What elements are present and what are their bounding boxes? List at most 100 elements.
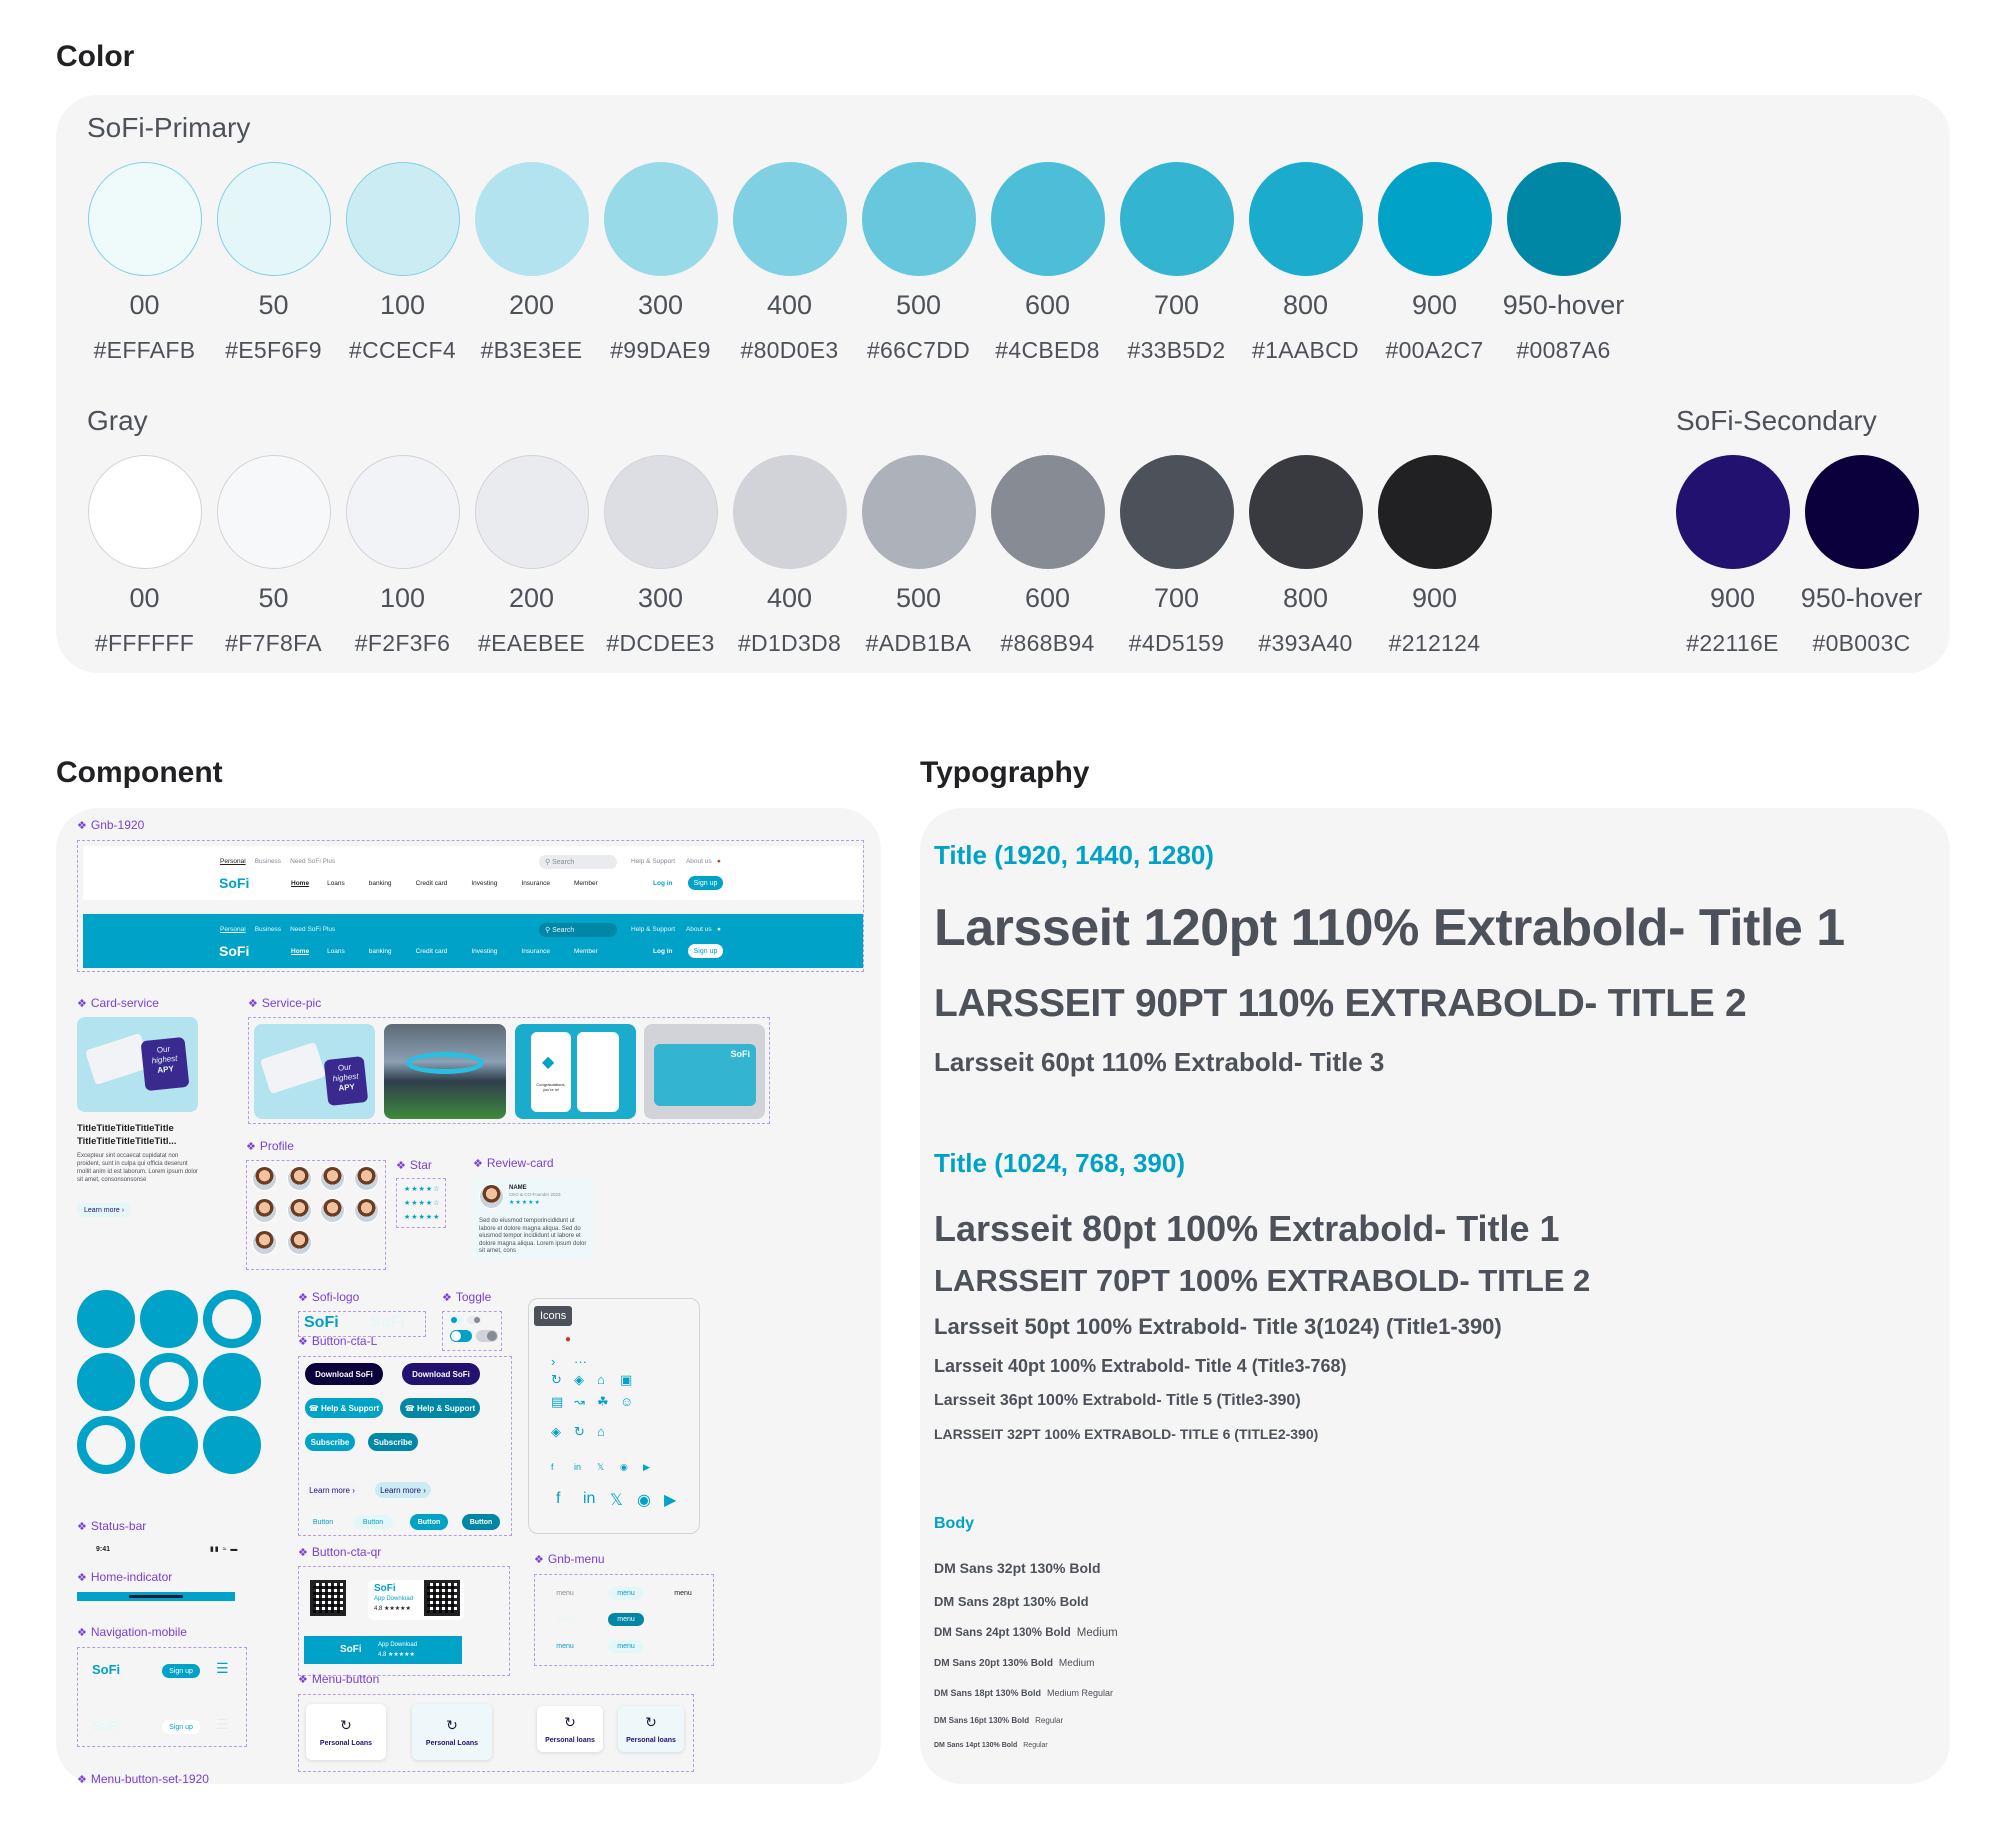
toggle-on[interactable] [450, 1330, 472, 1342]
solid-button-hover[interactable]: Button [462, 1514, 500, 1530]
gnb-about-link[interactable]: About us [685, 858, 712, 865]
gnb-nav-item[interactable]: Member [573, 880, 598, 887]
menu-button-card[interactable]: ↻ Personal Loans [412, 1704, 492, 1760]
chevron-icon[interactable]: › [551, 1354, 556, 1369]
gnb-menu-item[interactable]: menu [608, 1587, 644, 1600]
gnb-nav-item[interactable]: banking [368, 880, 392, 887]
nav-mobile-logo-light[interactable]: SoFi [92, 1718, 121, 1733]
wallet-icon[interactable]: ▣ [620, 1372, 633, 1387]
x-icon[interactable]: 𝕏 [597, 1462, 605, 1472]
nav-mobile-signup-button-light[interactable]: Sign up [162, 1720, 200, 1734]
nav-mobile-signup-button[interactable]: Sign up [162, 1664, 200, 1678]
gnb-tab-business[interactable]: Business [254, 926, 282, 933]
menu-button-card[interactable]: ↻ Personal loans [618, 1706, 684, 1752]
gnb-tab-plus[interactable]: Need SoFi Plus [290, 858, 336, 865]
gnb-login[interactable]: Log in [653, 948, 673, 955]
toggle-small-on[interactable] [450, 1316, 464, 1324]
gnb-nav-item[interactable]: Insurance [521, 948, 550, 955]
gnb-about-link[interactable]: About us [685, 926, 712, 933]
gnb-nav-item[interactable]: Credit card [415, 880, 448, 887]
gnb-menu-item[interactable]: menu [608, 1640, 644, 1653]
gnb-tab-personal[interactable]: Personal [220, 926, 246, 933]
gnb-nav-item[interactable]: Home [291, 948, 310, 955]
help-support-button[interactable]: ☎ Help & Support [305, 1398, 383, 1418]
subscribe-button[interactable]: Subscribe [305, 1433, 355, 1451]
menu-button-card[interactable]: ↻ Personal loans [537, 1706, 603, 1752]
help-support-button-hover[interactable]: ☎ Help & Support [400, 1398, 480, 1418]
download-sofi-button[interactable]: Download SoFi [305, 1363, 383, 1385]
icons-panel [528, 1298, 700, 1534]
chart-icon[interactable]: ↝ [574, 1394, 585, 1409]
menu-button-card[interactable]: ↻ Personal Loans [306, 1704, 386, 1760]
instagram-icon[interactable]: ◉ [637, 1492, 651, 1509]
gnb-nav-item[interactable]: Loans [327, 948, 345, 955]
graduation-icon[interactable]: ◈ [551, 1424, 561, 1439]
learn-more-button[interactable]: Learn more › [305, 1482, 359, 1498]
body-style-bold: DM Sans 28pt 130% Bold [934, 1594, 1089, 1609]
gray-color-circle [990, 455, 1105, 569]
nav-mobile-logo[interactable]: SoFi [92, 1662, 121, 1677]
gnb-menu-item[interactable]: menu [674, 1590, 692, 1597]
gnb-signup-button[interactable]: Sign up [688, 944, 723, 958]
flag-icon[interactable]: ● [565, 1334, 572, 1345]
gnb-menu-item[interactable]: menu [556, 1616, 574, 1623]
gnb-tab-personal[interactable]: Personal [220, 858, 246, 865]
graduation-icon[interactable]: ◈ [574, 1372, 584, 1387]
hamburger-icon-light[interactable]: ☰ [216, 1716, 229, 1732]
gnb-search[interactable]: ⚲ Search [539, 855, 617, 869]
primary-color-circle [345, 162, 460, 276]
gnb-menu-item[interactable]: menu [556, 1590, 574, 1597]
gnb-tab-business[interactable]: Business [254, 858, 282, 865]
refresh-icon[interactable]: ↻ [574, 1424, 585, 1439]
solid-button[interactable]: Button [410, 1514, 448, 1530]
gnb-logo[interactable]: SoFi [219, 875, 250, 891]
youtube-icon[interactable]: ▶ [643, 1462, 650, 1472]
gnb-signup-button[interactable]: Sign up [688, 876, 723, 890]
gnb-help-link[interactable]: Help & Support [631, 926, 676, 933]
x-icon[interactable]: 𝕏 [610, 1492, 623, 1509]
body-style-line: DM Sans 28pt 130% Bold [934, 1594, 1095, 1609]
gnb-nav-item[interactable]: Insurance [521, 880, 550, 887]
hamburger-icon[interactable]: ☰ [216, 1660, 229, 1676]
gnb-nav-item[interactable]: Credit card [415, 948, 448, 955]
linkedin-icon[interactable]: in [583, 1490, 596, 1507]
gnb-nav-item[interactable]: banking [368, 948, 392, 955]
gray-swatch: 50 #F7F8FA [209, 455, 338, 657]
home-icon[interactable]: ⌂ [597, 1424, 605, 1439]
facebook-icon[interactable]: f [556, 1490, 561, 1507]
gnb-menu-item[interactable]: menu [556, 1643, 574, 1650]
gnb-nav-item[interactable]: Home [291, 880, 310, 887]
gnb-menu-item[interactable]: menu [608, 1613, 644, 1626]
toggle-small-off[interactable] [467, 1316, 481, 1324]
flag-icon[interactable]: ● [717, 858, 721, 865]
youtube-icon[interactable]: ▶ [664, 1492, 677, 1509]
text-button[interactable]: Button [312, 1518, 334, 1526]
gnb-nav-item[interactable]: Investing [471, 948, 498, 955]
card-learn-more-button[interactable]: Learn more › [77, 1203, 131, 1217]
gnb-nav-item[interactable]: Investing [471, 880, 498, 887]
gnb-tab-plus[interactable]: Need SoFi Plus [290, 926, 336, 933]
learn-more-button-hover[interactable]: Learn more › [375, 1482, 431, 1498]
gnb-login[interactable]: Log in [653, 880, 673, 887]
hand-icon[interactable]: ☘ [597, 1394, 609, 1409]
people-icon[interactable]: ☺ [620, 1394, 634, 1409]
text-button-soft[interactable]: Button [353, 1515, 393, 1529]
gnb-nav-item[interactable]: Loans [327, 880, 345, 887]
gnb-help-link[interactable]: Help & Support [631, 858, 676, 865]
download-sofi-button-hover[interactable]: Download SoFi [402, 1363, 480, 1385]
gnb-logo[interactable]: SoFi [219, 943, 250, 959]
facebook-icon[interactable]: f [551, 1462, 554, 1472]
instagram-icon[interactable]: ◉ [620, 1462, 628, 1472]
linkedin-icon[interactable]: in [574, 1462, 582, 1472]
refresh-icon[interactable]: ↻ [551, 1372, 562, 1387]
primary-swatch-name: 950-hover [1502, 290, 1625, 320]
home-icon[interactable]: ⌂ [597, 1372, 605, 1387]
flag-icon[interactable]: ● [717, 926, 721, 933]
subscribe-button-hover[interactable]: Subscribe [368, 1433, 418, 1451]
dots-icon[interactable]: ··· [574, 1354, 587, 1369]
gnb-nav-item[interactable]: Member [573, 948, 598, 955]
qr-download-bar[interactable]: SoFi App Download 4.8 ★★★★★ [304, 1636, 462, 1664]
gnb-search[interactable]: ⚲ Search [539, 923, 617, 937]
card-icon[interactable]: ▤ [551, 1394, 564, 1409]
toggle-off[interactable] [476, 1330, 498, 1342]
